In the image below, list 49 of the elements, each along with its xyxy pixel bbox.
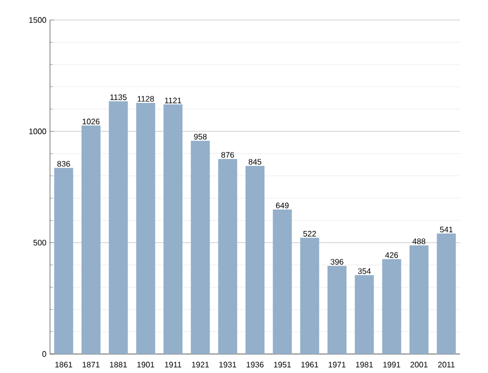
x-tick-label: 1936 <box>246 362 264 368</box>
data-label: 1121 <box>165 98 182 104</box>
data-label: 845 <box>248 158 262 165</box>
data-label: 1128 <box>138 96 154 102</box>
bar <box>82 126 100 354</box>
bar <box>54 168 74 354</box>
bar <box>436 234 456 354</box>
y-tick-label: 1500 <box>29 17 46 23</box>
x-tick-label: 1861 <box>55 362 72 368</box>
y-tick-label: 1000 <box>29 128 46 134</box>
x-tick-label: 1951 <box>274 362 291 368</box>
x-tick-label: 2001 <box>410 362 428 368</box>
x-tick-label: 1931 <box>219 362 236 368</box>
x-tick-label: 1901 <box>137 362 154 368</box>
data-label: 1026 <box>82 118 100 124</box>
bar <box>328 266 346 354</box>
x-tick-label: 1881 <box>110 362 127 368</box>
x-tick-label: 1981 <box>356 362 373 368</box>
bar <box>164 104 182 354</box>
data-label: 522 <box>303 230 316 237</box>
x-tick-label: 1991 <box>383 362 400 368</box>
bar <box>218 158 238 354</box>
y-tick-label: 0 <box>42 351 46 357</box>
bar <box>410 245 428 354</box>
data-label: 876 <box>221 152 234 158</box>
x-tick-label: 1911 <box>165 362 182 368</box>
bar <box>108 101 128 354</box>
data-label: 396 <box>330 258 344 265</box>
data-label: 958 <box>194 134 207 140</box>
data-label: 836 <box>57 160 70 167</box>
bar <box>246 166 264 354</box>
x-tick-label: 1971 <box>328 362 346 368</box>
data-label: 1135 <box>110 94 127 100</box>
data-label: 649 <box>276 202 289 208</box>
bar <box>300 238 320 354</box>
y-tick-label: 500 <box>33 240 46 246</box>
x-tick-label: 1921 <box>192 362 209 368</box>
bar <box>136 102 156 354</box>
data-label: 541 <box>440 226 453 232</box>
x-tick-label: 2011 <box>438 362 455 368</box>
bar <box>272 209 292 354</box>
bar <box>382 259 402 354</box>
x-tick-label: 1961 <box>301 362 318 368</box>
bar <box>190 140 210 354</box>
data-label: 354 <box>358 268 371 274</box>
data-label: 426 <box>385 252 398 258</box>
data-label: 488 <box>412 238 426 244</box>
x-tick-label: 1871 <box>82 362 100 368</box>
bar <box>354 275 374 354</box>
